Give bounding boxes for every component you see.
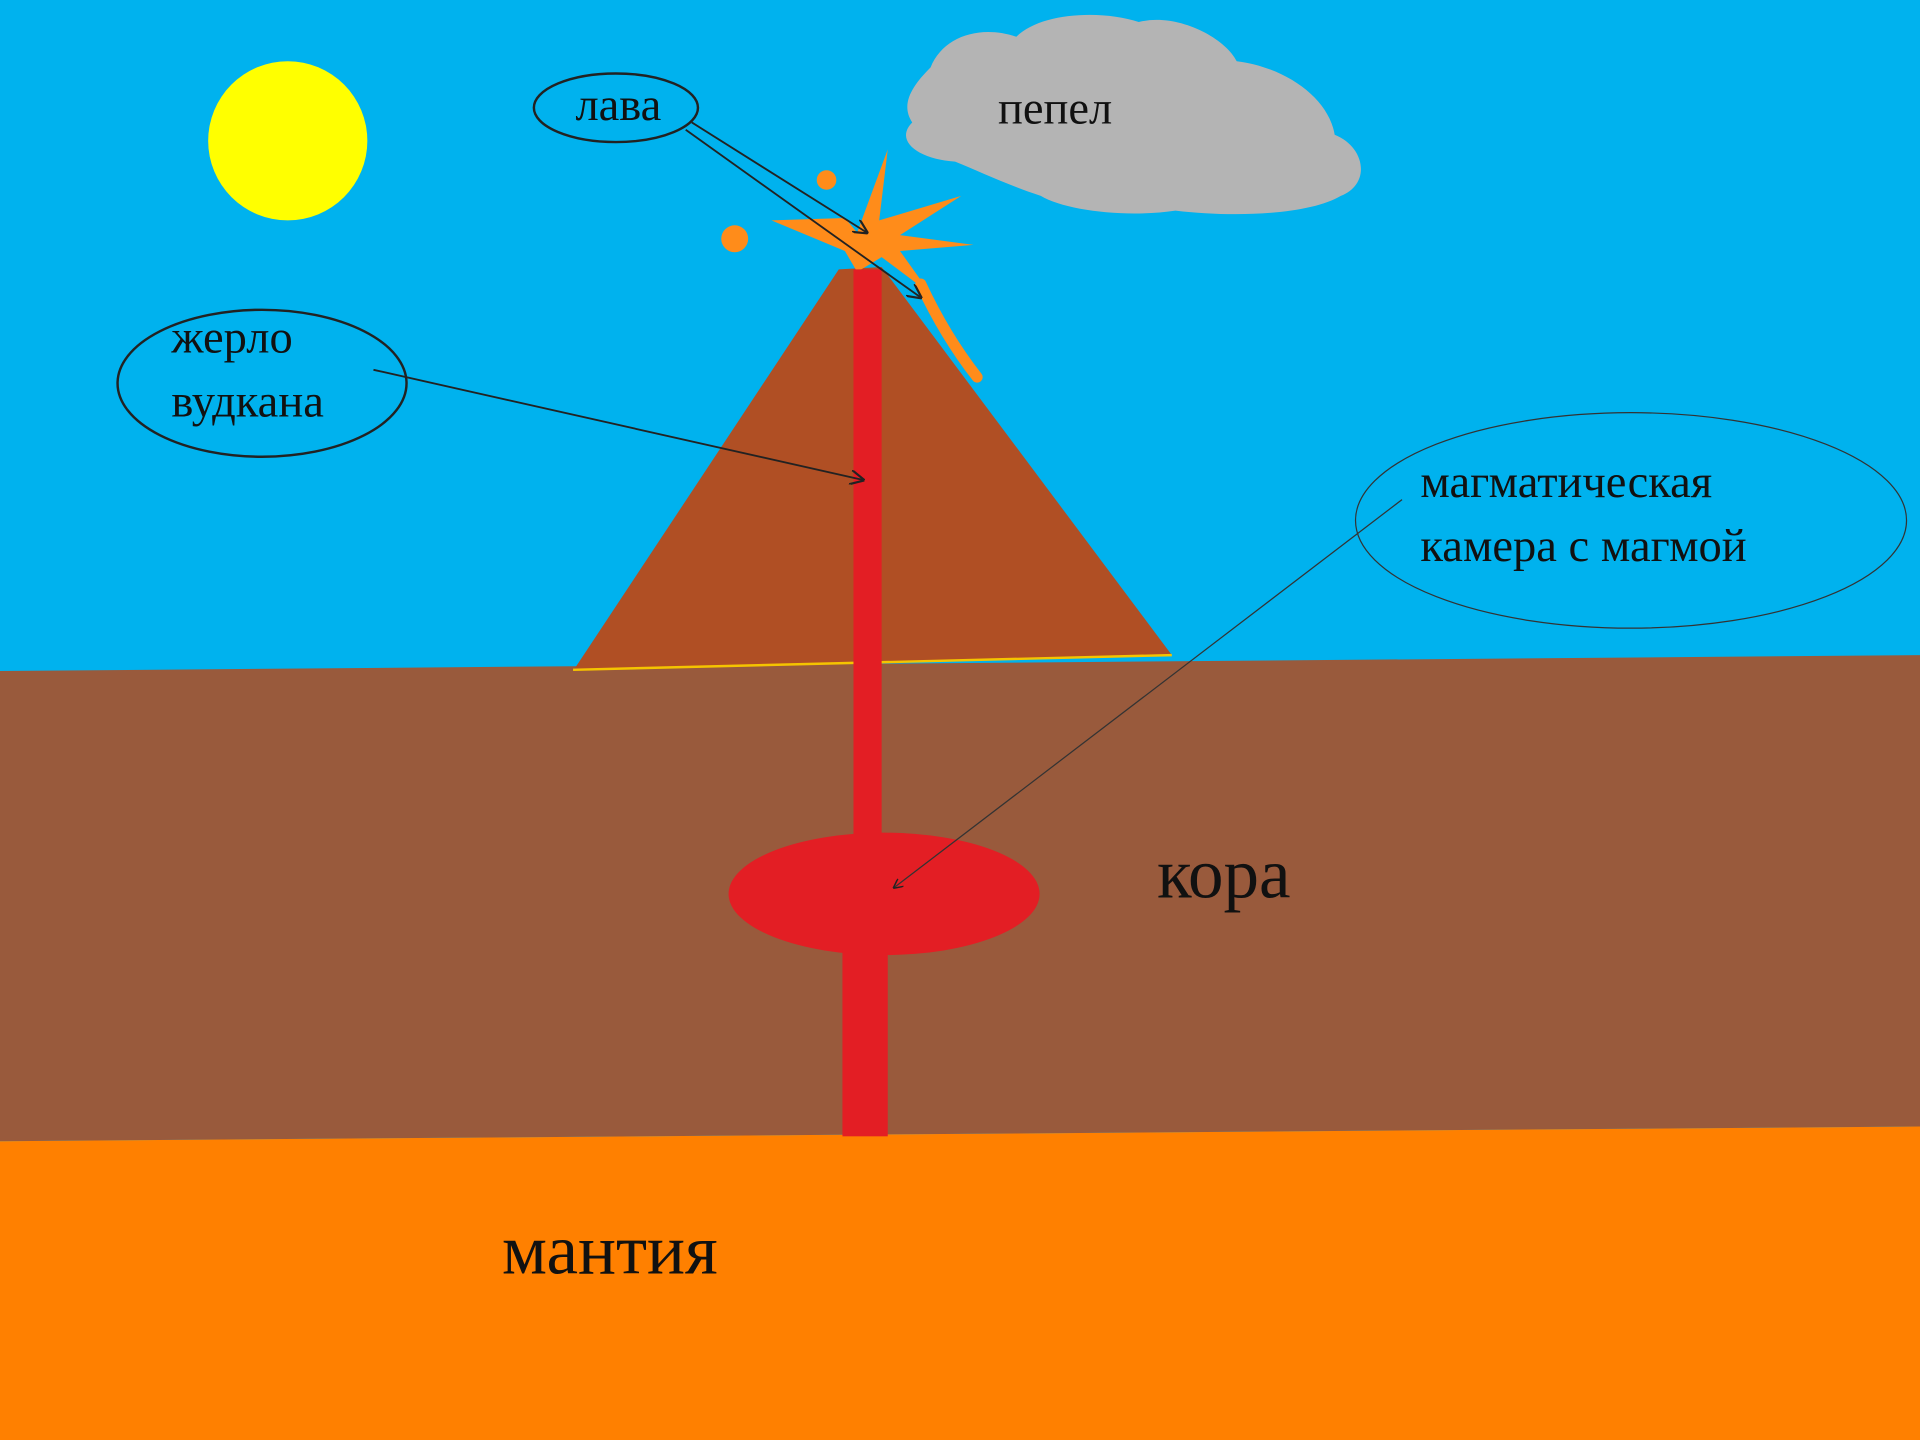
label-lava: лава	[575, 80, 661, 131]
sun	[208, 61, 367, 220]
label-chamber: камера с магмой	[1420, 521, 1746, 572]
label-chamber: магматическая	[1420, 457, 1712, 508]
diagram: лава пепел жерло вудкана магматическая к…	[0, 0, 1920, 1440]
page: {"labels": { "lava": "лава", "ash": "пеп…	[0, 0, 1920, 1440]
label-mantle: мантия	[502, 1211, 718, 1289]
lava-drop	[721, 225, 748, 252]
lower-conduit	[842, 949, 887, 1136]
magma-chamber	[729, 833, 1040, 955]
mantle	[0, 1127, 1920, 1440]
lava-drop	[817, 170, 837, 190]
label-vent: жерло	[170, 313, 292, 364]
vent	[853, 269, 881, 845]
label-vent: вудкана	[171, 376, 324, 427]
label-ash: пепел	[998, 84, 1112, 135]
label-crust: кора	[1157, 836, 1290, 914]
